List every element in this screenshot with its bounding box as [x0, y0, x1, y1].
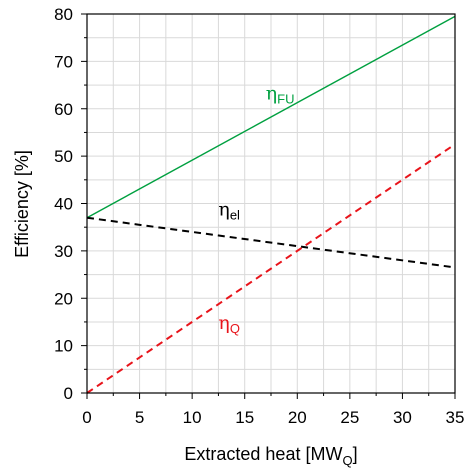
- series-labels: ηFU ηel ηQ: [218, 82, 294, 336]
- y-tick-label: 40: [54, 195, 73, 214]
- y-axis-tick-labels: 0 10 20 30 40 50 60 70 80: [54, 5, 73, 403]
- y-tick-label: 80: [54, 5, 73, 24]
- series-line-q: [86, 143, 456, 394]
- x-tick-label: 10: [183, 408, 202, 427]
- axis-ticks: [81, 13, 456, 399]
- y-tick-label: 60: [54, 100, 73, 119]
- y-axis-title: Efficiency [%]: [12, 150, 32, 258]
- y-tick-label: 30: [54, 242, 73, 261]
- y-tick-label: 20: [54, 289, 73, 308]
- grid-lines: [86, 13, 456, 394]
- x-tick-label: 5: [135, 408, 144, 427]
- y-tick-label: 50: [54, 147, 73, 166]
- series-line-el: [86, 216, 456, 269]
- series-label-el: ηel: [218, 198, 240, 222]
- x-tick-label: 35: [446, 408, 465, 427]
- x-axis-title: Extracted heat [MWQ]: [184, 444, 357, 468]
- y-tick-label: 70: [54, 52, 73, 71]
- series-label-q: ηQ: [218, 312, 240, 336]
- x-axis-tick-labels: 0 5 10 15 20 25 30 35: [82, 408, 464, 427]
- x-tick-label: 15: [235, 408, 254, 427]
- series-lines: [86, 15, 456, 394]
- series-line-fu: [86, 15, 456, 219]
- y-tick-label: 0: [64, 384, 73, 403]
- y-tick-label: 10: [54, 337, 73, 356]
- x-tick-label: 0: [82, 408, 91, 427]
- x-tick-label: 25: [340, 408, 359, 427]
- series-label-fu: ηFU: [266, 82, 295, 106]
- x-tick-label: 30: [393, 408, 412, 427]
- x-tick-label: 20: [288, 408, 307, 427]
